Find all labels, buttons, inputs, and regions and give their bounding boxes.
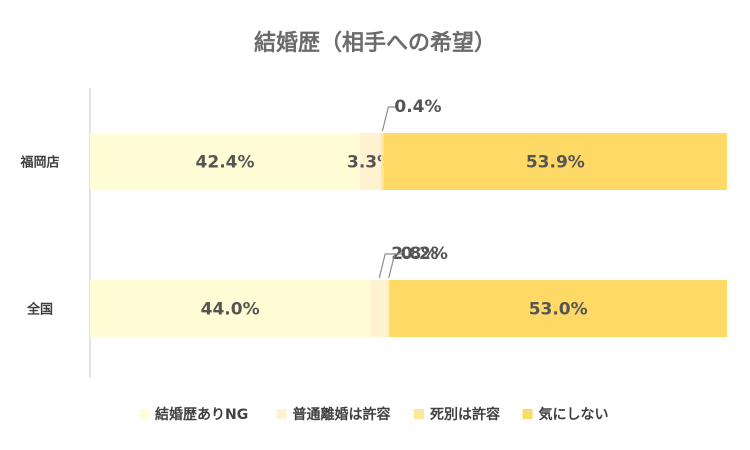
leader-line: [388, 253, 405, 279]
data-label: 44.0%: [201, 300, 260, 320]
legend-swatch: [139, 409, 149, 419]
leader-line: [378, 253, 396, 279]
data-label: 0.2%: [401, 244, 448, 264]
callouts-layer: 0.4% 2.8%0.2%: [378, 97, 448, 279]
legend-swatch: [276, 409, 287, 419]
data-label: 0.4%: [394, 97, 441, 117]
legend: 結婚歴ありNG 普通離婚は許容 死別は許容 気にしない: [139, 406, 609, 423]
legend-label: 結婚歴ありNG: [155, 406, 248, 423]
bar-segment: [90, 280, 371, 337]
legend-swatch: [414, 409, 424, 419]
bar-segment: [381, 133, 384, 190]
bar-segment: [389, 280, 727, 337]
legend-label: 普通離婚は許容: [293, 406, 391, 423]
data-label: 42.4%: [196, 153, 255, 173]
bar-segment: [388, 280, 390, 337]
bar-segment: [370, 280, 389, 337]
legend-label: 気にしない: [539, 406, 609, 423]
bar-segment: [383, 133, 727, 190]
chart-title: 結婚歴（相手への希望）: [254, 30, 496, 56]
data-label: 53.9%: [526, 153, 585, 173]
bars-layer: 42.4% 3.3% 53.9%44.0% 53.0%: [90, 133, 727, 337]
category-label: 全国: [26, 302, 53, 318]
legend-label: 死別は許容: [429, 406, 500, 423]
category-label: 福岡店: [19, 155, 59, 171]
data-label: 2.8%: [391, 244, 438, 264]
bar-segment: [90, 133, 361, 190]
bar-segment: [360, 133, 382, 190]
data-label: 53.0%: [529, 300, 588, 320]
leader-line: [381, 106, 399, 132]
legend-swatch: [522, 409, 533, 419]
